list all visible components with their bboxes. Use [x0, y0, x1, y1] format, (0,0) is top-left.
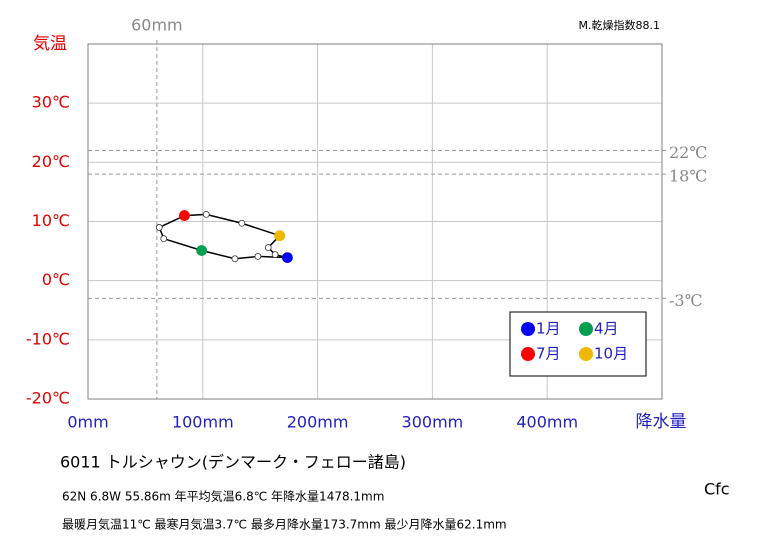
station-stats: 最暖月気温11℃ 最寒月気温3.7℃ 最多月降水量173.7mm 最少月降水量6…: [62, 517, 507, 532]
y-tick-label: 0℃: [42, 270, 70, 289]
legend-label: 7月: [536, 345, 561, 363]
x-tick-label: 400mm: [516, 413, 578, 432]
x-tick-label: 200mm: [287, 413, 349, 432]
month-point: [231, 255, 239, 263]
month-point: [155, 224, 163, 231]
month-point: [271, 251, 279, 259]
legend-marker: [521, 322, 535, 336]
y-axis-label: 気温: [33, 34, 67, 54]
month-point: [202, 210, 210, 218]
month-point: [264, 244, 272, 251]
climate-class: Cfc: [704, 480, 730, 499]
reference-label: -3℃: [669, 291, 702, 310]
y-tick-label: 20℃: [32, 152, 70, 171]
y-tick-label: 10℃: [32, 211, 70, 230]
reference-label: 22℃: [669, 143, 707, 162]
x-tick-label: 100mm: [172, 413, 234, 432]
plot-border: [87, 43, 663, 400]
legend-label: 4月: [594, 320, 619, 338]
station-name: 6011 トルシャウン(デンマーク・フェロー諸島): [60, 453, 406, 472]
y-tick-label: 30℃: [32, 93, 70, 112]
legend-box: [509, 311, 647, 377]
legend-marker: [579, 347, 593, 361]
legend-label: 10月: [594, 345, 628, 363]
month-point: [160, 235, 168, 243]
legend-marker: [521, 347, 535, 361]
month-point: [179, 210, 190, 221]
y-tick-label: -20℃: [26, 389, 70, 408]
month-point: [196, 245, 208, 256]
station-info: 62N 6.8W 55.86m 年平均気温6.8℃ 年降水量1478.1mm: [62, 489, 384, 504]
legend-label: 1月: [536, 320, 561, 338]
x-tick-label: 300mm: [402, 413, 464, 432]
month-point: [238, 219, 246, 227]
month-point: [282, 252, 293, 263]
reference-label: 18℃: [669, 167, 707, 186]
month-point: [254, 253, 262, 260]
legend-marker: [579, 322, 593, 336]
x-axis-label: 降水量: [636, 412, 687, 432]
y-tick-label: -10℃: [26, 329, 70, 348]
month-point: [274, 230, 286, 242]
dryness-index: M.乾燥指数88.1: [579, 18, 660, 32]
x-tick-label: 0mm: [67, 413, 108, 432]
reference-label: 60mm: [131, 16, 183, 35]
